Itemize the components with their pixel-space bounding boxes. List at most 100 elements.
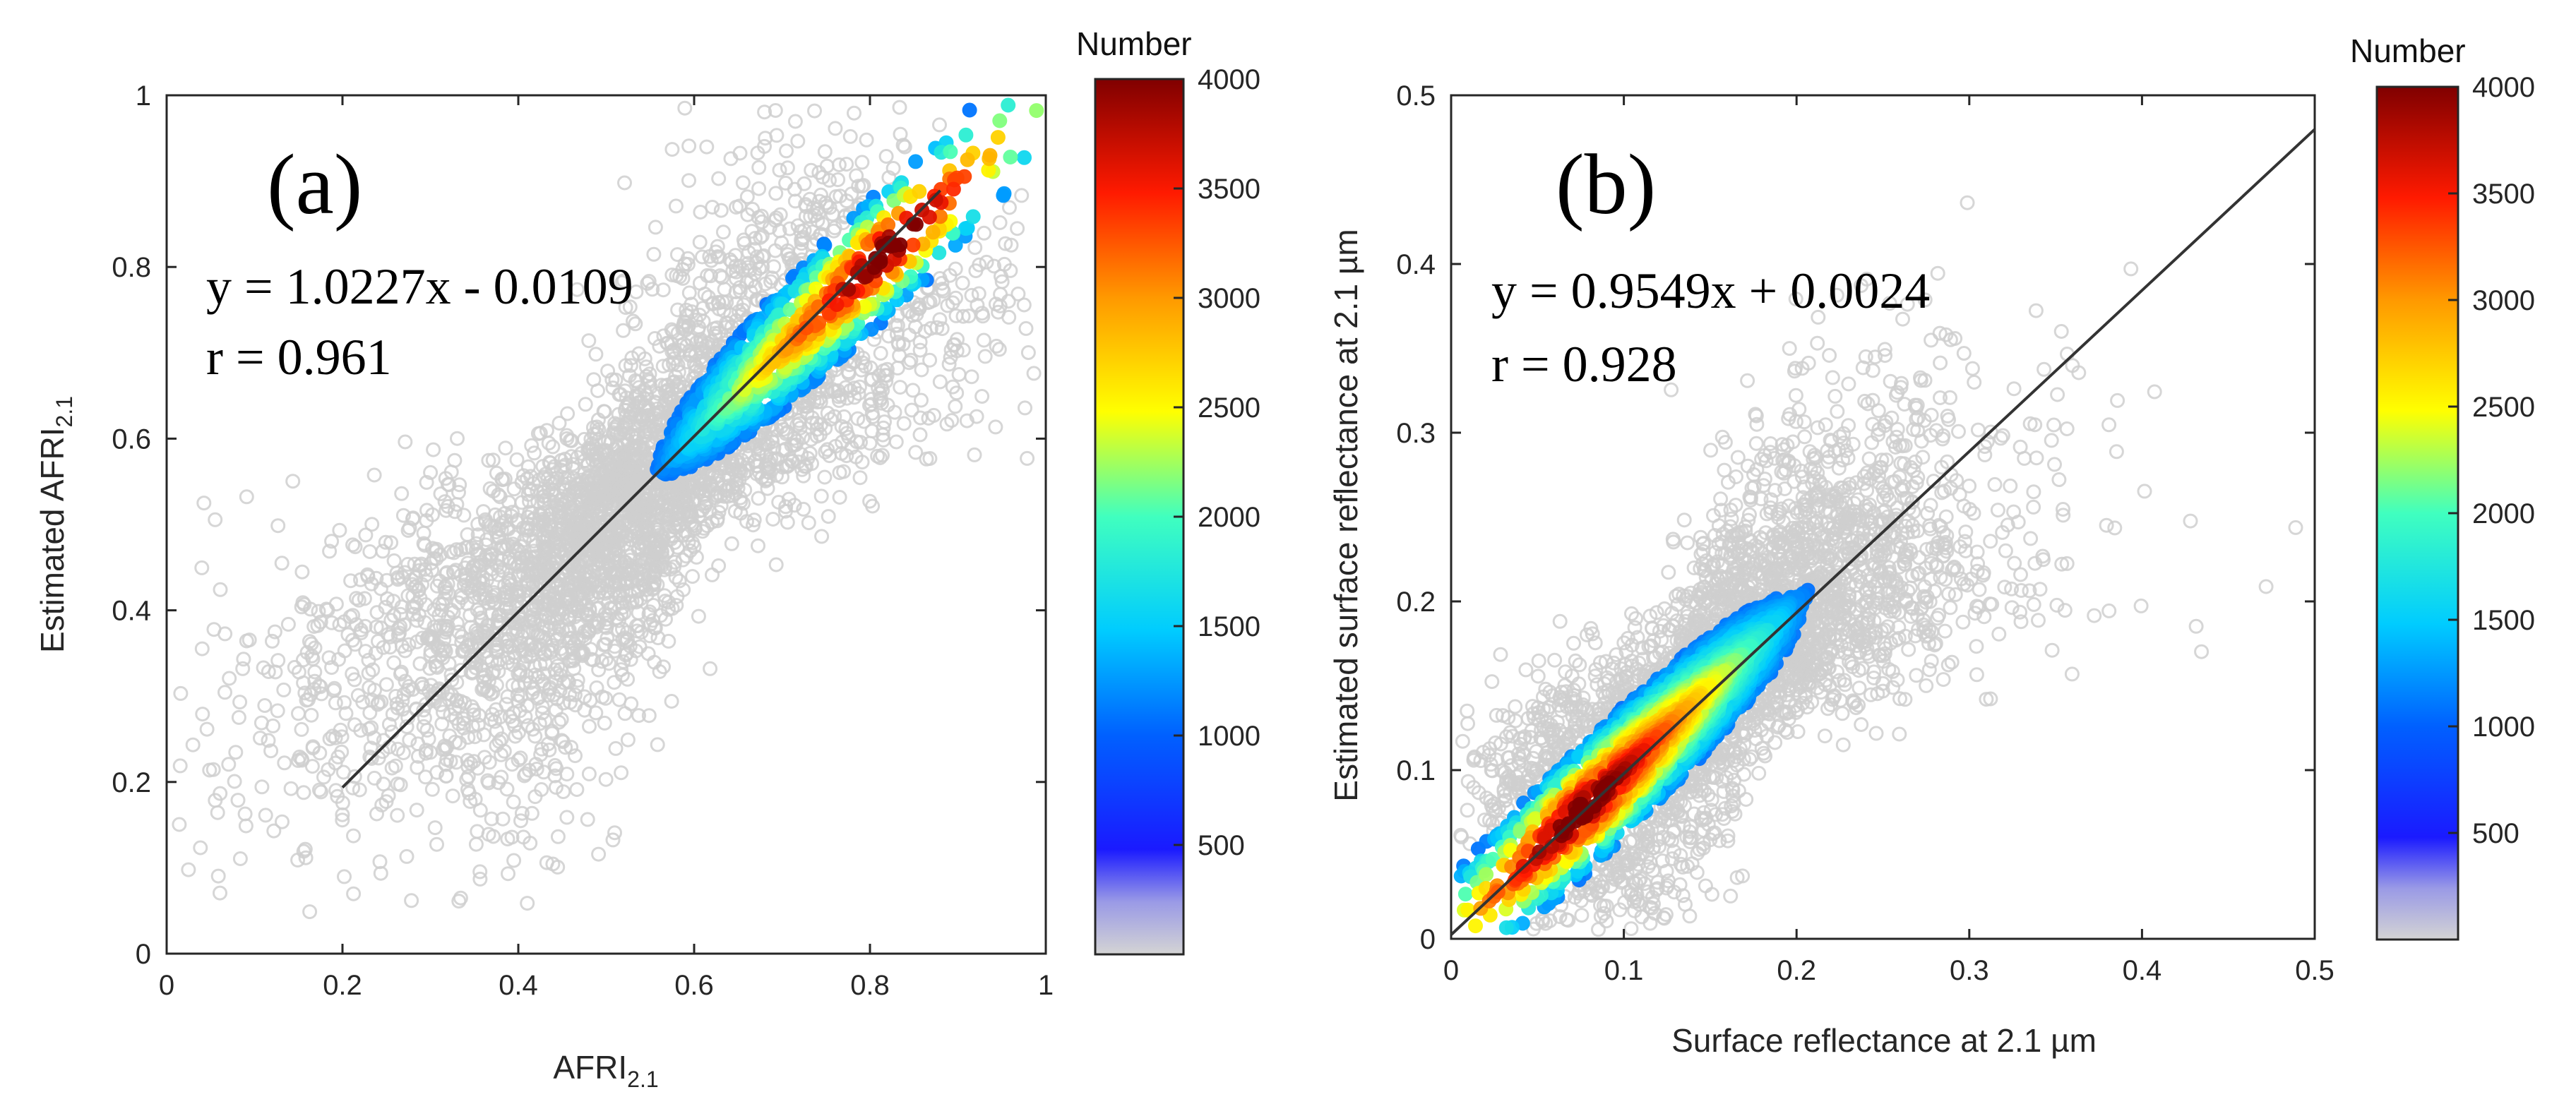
scatter-point bbox=[297, 841, 313, 857]
scatter-point bbox=[832, 490, 847, 505]
scatter-point bbox=[304, 636, 319, 652]
scatter-point bbox=[472, 803, 488, 818]
scatter-point bbox=[508, 728, 523, 744]
scatter-point bbox=[582, 623, 597, 638]
y-tick-label: 1 bbox=[136, 80, 151, 112]
scatter-point bbox=[780, 515, 795, 530]
scatter-point bbox=[383, 535, 399, 551]
scatter-point bbox=[695, 249, 710, 265]
scatter-point bbox=[491, 734, 507, 749]
scatter-point bbox=[842, 128, 858, 144]
scatter-point bbox=[311, 604, 326, 619]
scatter-point bbox=[228, 745, 244, 760]
scatter-point bbox=[1017, 150, 1032, 165]
scatter-point bbox=[447, 701, 463, 716]
scatter-point bbox=[648, 220, 663, 235]
scatter-point bbox=[640, 275, 655, 291]
scatter-point bbox=[311, 782, 327, 798]
scatter-point bbox=[562, 433, 578, 448]
scatter-point bbox=[582, 719, 597, 734]
scatter-point bbox=[597, 637, 613, 652]
scatter-point bbox=[753, 230, 768, 245]
scatter-point bbox=[429, 836, 444, 852]
scatter-point bbox=[267, 624, 282, 640]
scatter-point bbox=[765, 512, 781, 527]
scatter-point bbox=[822, 172, 837, 188]
scatter-point bbox=[419, 474, 434, 490]
scatter-point bbox=[172, 817, 187, 832]
scatter-point bbox=[463, 793, 478, 809]
scatter-point bbox=[472, 871, 488, 887]
scatter-point bbox=[548, 779, 564, 795]
colorbar-tick-label: 3500 bbox=[1198, 174, 1260, 205]
scatter-point bbox=[908, 445, 924, 460]
scatter-point bbox=[393, 664, 409, 680]
scatter-point bbox=[1001, 97, 1016, 113]
scatter-point bbox=[332, 522, 347, 538]
scatter-point bbox=[307, 664, 323, 680]
scatter-point bbox=[766, 259, 782, 275]
scatter-point bbox=[554, 733, 569, 748]
scatter-point bbox=[820, 442, 835, 457]
scatter-point bbox=[489, 642, 505, 658]
scatter-point bbox=[958, 127, 974, 143]
scatter-point bbox=[292, 749, 307, 764]
scatter-point bbox=[352, 782, 367, 798]
scatter-point bbox=[597, 618, 612, 634]
scatter-point bbox=[1003, 237, 1019, 253]
scatter-point bbox=[515, 829, 531, 845]
scatter-point bbox=[922, 352, 938, 368]
scatter-point bbox=[888, 434, 904, 450]
scatter-point bbox=[739, 514, 754, 529]
scatter-point bbox=[414, 556, 429, 572]
x-tick-label: 0.8 bbox=[850, 970, 890, 1001]
x-tick-label: 1 bbox=[1038, 970, 1054, 1001]
scatter-point bbox=[757, 104, 773, 120]
scatter-point bbox=[402, 732, 417, 748]
scatter-point bbox=[535, 705, 550, 721]
panel-a-r-value: r = 0.961 bbox=[206, 329, 392, 385]
scatter-point bbox=[530, 426, 546, 441]
scatter-point bbox=[655, 282, 671, 298]
scatter-point bbox=[854, 455, 870, 470]
scatter-point bbox=[992, 113, 1008, 128]
scatter-point bbox=[955, 308, 971, 324]
scatter-point bbox=[715, 224, 731, 240]
scatter-point bbox=[614, 662, 629, 678]
scatter-point bbox=[232, 695, 248, 710]
scatter-point bbox=[688, 549, 704, 565]
scatter-point bbox=[699, 139, 715, 155]
scatter-point bbox=[739, 189, 755, 205]
scatter-point bbox=[337, 695, 352, 710]
scatter-point bbox=[1010, 221, 1025, 236]
scatter-point bbox=[386, 655, 402, 671]
scatter-point bbox=[419, 503, 434, 518]
scatter-point bbox=[912, 427, 928, 443]
scatter-point bbox=[213, 786, 228, 801]
x-tick-label: 0 bbox=[159, 970, 174, 1001]
scatter-point bbox=[608, 372, 624, 388]
scatter-point bbox=[811, 193, 827, 209]
scatter-point bbox=[751, 538, 765, 553]
scatter-point bbox=[817, 469, 833, 485]
scatter-point bbox=[1010, 286, 1026, 301]
scatter-point bbox=[615, 584, 631, 599]
scatter-point bbox=[908, 154, 924, 169]
scatter-point bbox=[429, 764, 445, 780]
scatter-point bbox=[1020, 450, 1035, 466]
scatter-point bbox=[569, 282, 585, 297]
scatter-point bbox=[715, 270, 730, 285]
scatter-point bbox=[304, 759, 320, 774]
scatter-point bbox=[265, 633, 280, 649]
scatter-point bbox=[664, 142, 680, 157]
scatter-point bbox=[943, 144, 958, 160]
scatter-point bbox=[760, 481, 775, 496]
scatter-point bbox=[597, 715, 612, 731]
scatter-point bbox=[747, 241, 763, 257]
scatter-point bbox=[931, 245, 947, 260]
scatter-point bbox=[205, 762, 221, 777]
scatter-point bbox=[485, 452, 501, 468]
scatter-point bbox=[365, 662, 381, 678]
scatter-point bbox=[847, 105, 861, 121]
scatter-point bbox=[817, 144, 833, 160]
